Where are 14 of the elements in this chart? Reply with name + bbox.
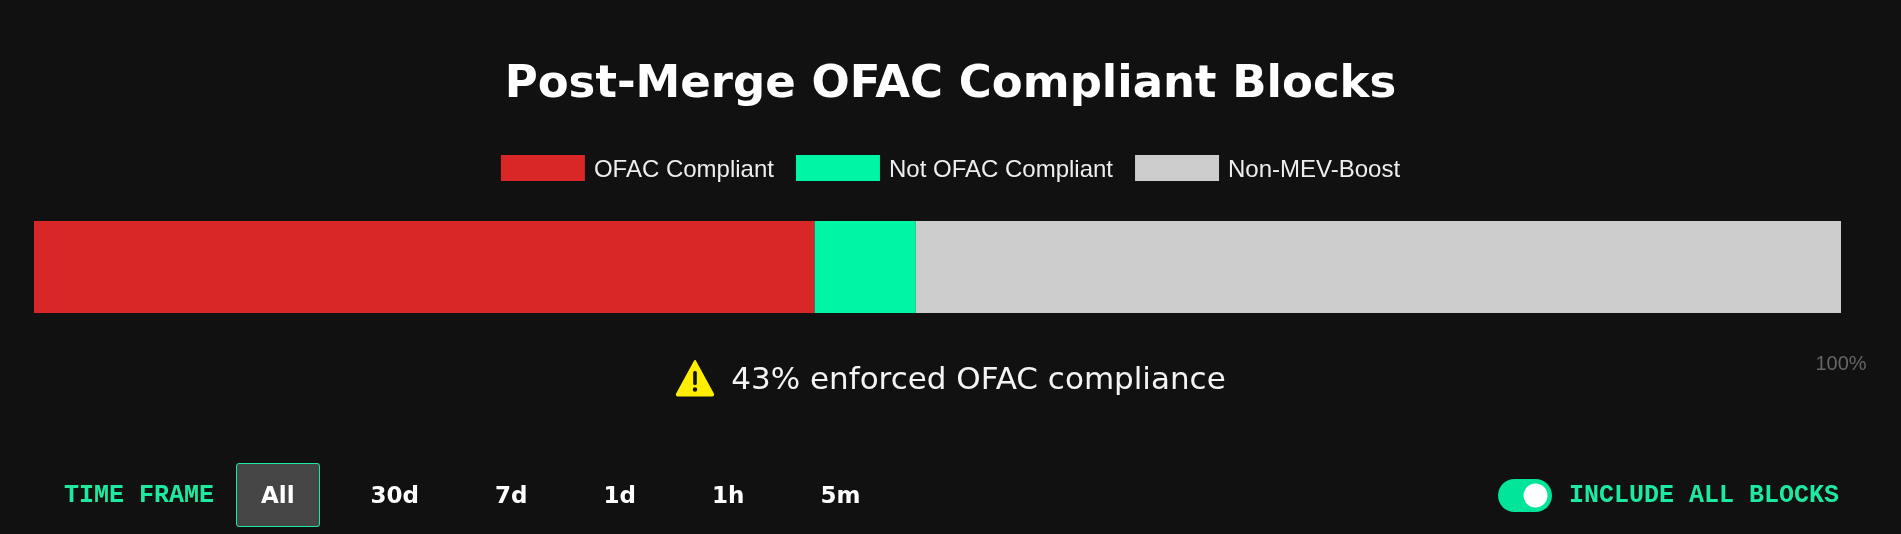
text: 30d — [370, 482, 420, 508]
legend-label: Not OFAC Compliant — [888, 154, 1114, 182]
selected-button: All — [236, 463, 320, 527]
text: 7d — [495, 482, 528, 508]
text: 43% enforced OFAC compliance — [731, 360, 1226, 396]
text: TIME FRAME — [64, 480, 215, 510]
legend-label: Non-MEV-Boost — [1228, 154, 1401, 182]
text: 1d — [603, 482, 637, 508]
text: 1h — [712, 482, 745, 508]
text: INCLUDE ALL BLOCKS — [1569, 481, 1840, 510]
legend-label: OFAC Compliant — [593, 154, 775, 182]
chart-title: Post-Merge OFAC Compliant Blocks — [504, 55, 1397, 108]
text: 5m — [820, 482, 861, 508]
text: 100% — [1815, 352, 1867, 375]
